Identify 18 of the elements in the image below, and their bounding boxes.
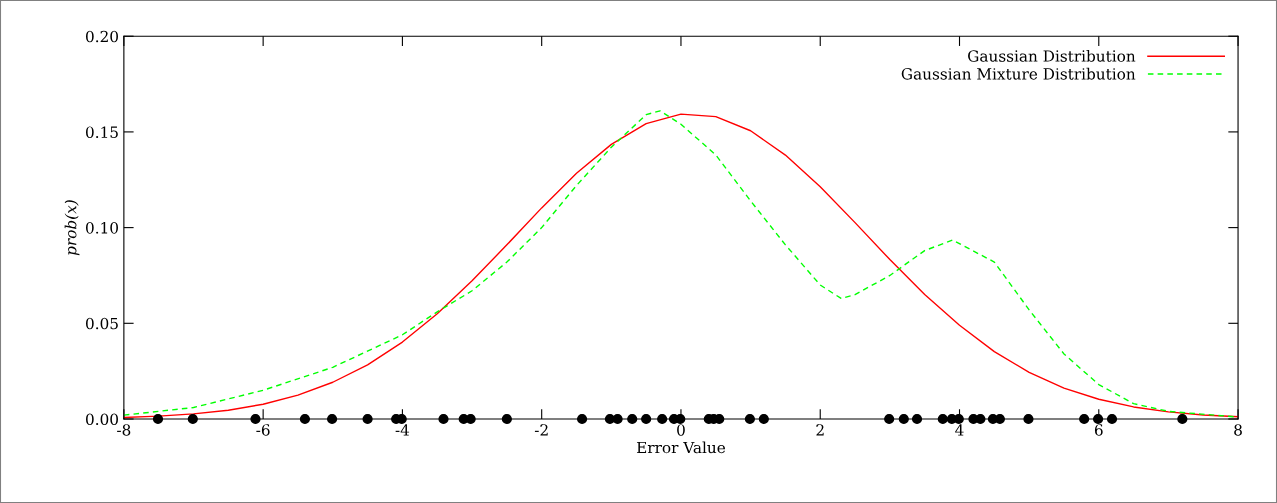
legend-label: Gaussian Mixture Distribution — [901, 67, 1136, 80]
y-axis-title: prob(x) — [64, 200, 80, 256]
x-tick-label: -2 — [534, 424, 548, 436]
x-tick-label: -4 — [395, 424, 410, 436]
x-tick-label: -8 — [117, 424, 131, 436]
y-tick-label: 0.20 — [86, 30, 118, 43]
y-tick-label: 0.15 — [86, 126, 118, 138]
x-tick-label: -6 — [256, 424, 270, 436]
x-axis-title: Error Value — [636, 441, 726, 454]
x-tick-label: 8 — [1234, 424, 1242, 436]
y-tick-label: 0.05 — [86, 317, 118, 330]
x-tick-label: 2 — [816, 424, 824, 436]
x-tick-label: 4 — [955, 424, 964, 436]
x-tick-label: 0 — [677, 424, 685, 436]
y-tick-label: 0.00 — [86, 413, 118, 426]
y-tick-label: 0.10 — [86, 222, 118, 234]
legend-label: Gaussian Distribution — [968, 49, 1136, 62]
x-tick-label: 6 — [1094, 424, 1103, 436]
